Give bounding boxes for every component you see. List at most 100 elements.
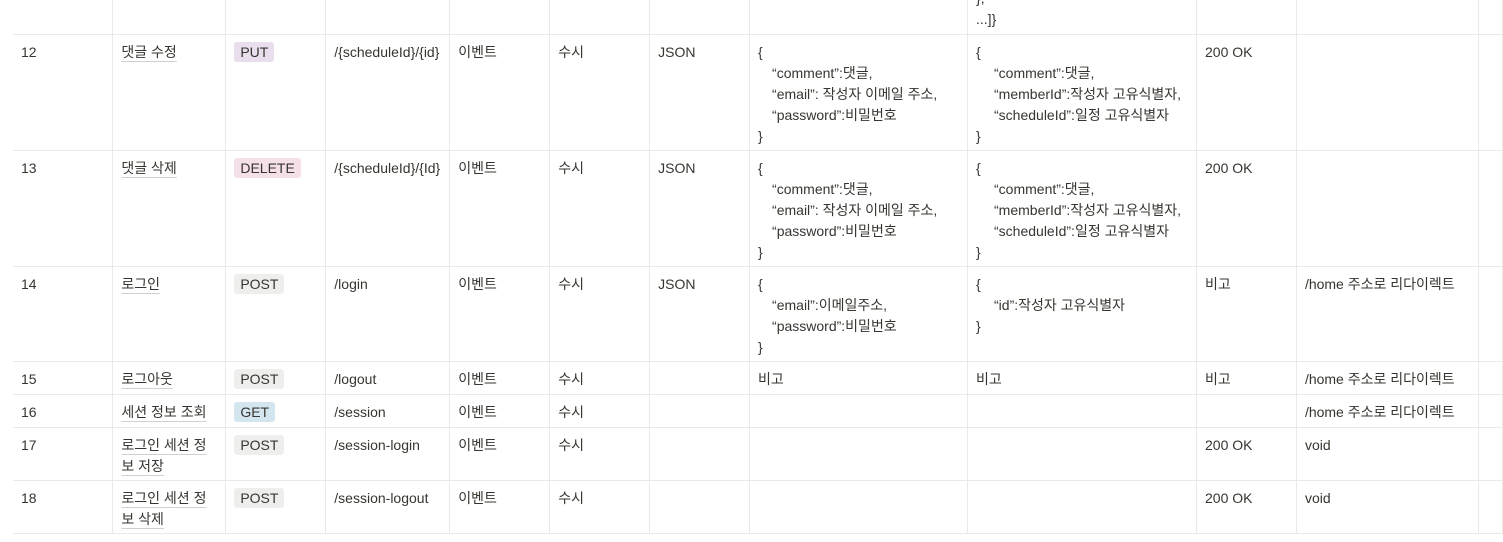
request-body-cell[interactable] [749,0,969,35]
table-row[interactable]: 16 세션 정보 조회 GET/session 이벤트 수시/home 주소로 리다이렉… [13,394,1503,428]
request-body-cell[interactable]: {“comment”:댓글, “email”: 작성자 이메일 주소, “passw… [749,34,969,151]
table-row[interactable]: 13 댓글 삭제 DELETE /{scheduleId}/{Id} 이벤트 수시 JSON… [13,150,1503,267]
url-cell[interactable]: /session-logout [325,480,451,534]
url-cell[interactable]: /{scheduleId}/{id} [325,34,451,151]
row-number-cell[interactable]: 17 [13,427,114,481]
table-row[interactable]: 12 댓글 수정 PUT /{scheduleId}/{id} 이벤트 수시 JSON {“c… [13,34,1503,151]
url-cell[interactable] [325,0,451,35]
note-cell[interactable]: void [1296,480,1479,534]
function-name-cell[interactable]: 세션 정보 조회 [112,394,227,428]
row-number-cell[interactable] [13,0,114,35]
frequency-cell[interactable] [549,0,651,35]
extra-column-cell[interactable] [1478,34,1503,151]
http-method-cell[interactable]: POST [225,427,327,481]
frequency-cell[interactable]: 수시 [549,34,651,151]
request-body-cell[interactable]: {“comment”:댓글, “email”: 작성자 이메일 주소, “passw… [749,150,969,267]
note-cell[interactable] [1296,150,1479,267]
format-cell[interactable]: JSON [649,266,751,362]
http-method-cell[interactable]: DELETE [225,150,327,267]
note-cell[interactable]: /home 주소로 리다이렉트 [1296,266,1479,362]
function-name-cell[interactable]: 로그인 세션 정보 저장 [112,427,227,481]
table-row[interactable]: },...]} [13,0,1503,35]
status-code-cell[interactable]: 200 OK [1196,150,1297,267]
http-method-cell[interactable] [225,0,327,35]
format-cell[interactable] [649,480,751,534]
row-number-cell[interactable]: 13 [13,150,114,267]
type-cell[interactable]: 이벤트 [449,394,551,428]
status-code-cell[interactable]: 비고 [1196,361,1297,395]
function-name-cell[interactable]: 로그인 [112,266,227,362]
response-body-cell[interactable]: {“comment”:댓글, “memberId”:작성자 고유식별자, “sche… [967,150,1197,267]
type-cell[interactable]: 이벤트 [449,34,551,151]
extra-column-cell[interactable] [1478,361,1503,395]
type-cell[interactable]: 이벤트 [449,361,551,395]
url-cell[interactable]: /session [325,394,451,428]
type-cell[interactable]: 이벤트 [449,266,551,362]
response-body-cell[interactable]: {“comment”:댓글, “memberId”:작성자 고유식별자, “sche… [967,34,1197,151]
request-body-cell[interactable] [749,427,969,481]
type-cell[interactable] [449,0,551,35]
url-cell[interactable]: /logout [325,361,451,395]
status-code-cell[interactable] [1196,394,1297,428]
url-cell[interactable]: /login [325,266,451,362]
extra-column-cell[interactable] [1478,150,1503,267]
response-body-cell[interactable]: 비고 [967,361,1197,395]
function-name-cell[interactable]: 로그인 세션 정보 삭제 [112,480,227,534]
frequency-cell[interactable]: 수시 [549,427,651,481]
status-code-cell[interactable]: 비고 [1196,266,1297,362]
function-name-cell[interactable]: 댓글 삭제 [112,150,227,267]
extra-column-cell[interactable] [1478,266,1503,362]
request-body-cell[interactable]: {“email”:이메일주소, “password”:비밀번호} [749,266,969,362]
format-cell[interactable] [649,427,751,481]
request-body-cell[interactable] [749,480,969,534]
note-cell[interactable]: /home 주소로 리다이렉트 [1296,361,1479,395]
function-name-cell[interactable]: 로그아웃 [112,361,227,395]
response-body-cell[interactable] [967,427,1197,481]
extra-column-cell[interactable] [1478,394,1503,428]
response-body-cell[interactable]: {“id”:작성자 고유식별자} [967,266,1197,362]
row-number-cell[interactable]: 16 [13,394,114,428]
note-cell[interactable]: void [1296,427,1479,481]
frequency-cell[interactable]: 수시 [549,394,651,428]
request-body-cell[interactable]: 비고 [749,361,969,395]
row-number-cell[interactable]: 12 [13,34,114,151]
frequency-cell[interactable]: 수시 [549,480,651,534]
http-method-cell[interactable]: POST [225,361,327,395]
frequency-cell[interactable]: 수시 [549,266,651,362]
format-cell[interactable] [649,394,751,428]
url-cell[interactable]: /session-login [325,427,451,481]
frequency-cell[interactable]: 수시 [549,150,651,267]
format-cell[interactable] [649,361,751,395]
frequency-cell[interactable]: 수시 [549,361,651,395]
http-method-cell[interactable]: POST [225,480,327,534]
extra-column-cell[interactable] [1478,427,1503,481]
type-cell[interactable]: 이벤트 [449,480,551,534]
extra-column-cell[interactable] [1478,0,1503,35]
extra-column-cell[interactable] [1478,480,1503,534]
http-method-cell[interactable]: GET [225,394,327,428]
note-cell[interactable] [1296,0,1479,35]
url-cell[interactable]: /{scheduleId}/{Id} [325,150,451,267]
status-code-cell[interactable]: 200 OK [1196,427,1297,481]
note-cell[interactable] [1296,34,1479,151]
status-code-cell[interactable]: 200 OK [1196,34,1297,151]
table-row[interactable]: 18 로그인 세션 정보 삭제 POST/session-logout 이벤트 수시 20… [13,480,1503,534]
row-number-cell[interactable]: 15 [13,361,114,395]
response-body-cell[interactable]: },...]} [967,0,1197,35]
row-number-cell[interactable]: 14 [13,266,114,362]
response-body-cell[interactable] [967,394,1197,428]
response-body-cell[interactable] [967,480,1197,534]
status-code-cell[interactable] [1196,0,1297,35]
table-row[interactable]: 17 로그인 세션 정보 저장 POST/session-login 이벤트 수시 200… [13,427,1503,481]
table-row[interactable]: 15 로그아웃 POST/logout 이벤트 수시 비고 비고 비고/home 주소로 리다… [13,361,1503,395]
status-code-cell[interactable]: 200 OK [1196,480,1297,534]
type-cell[interactable]: 이벤트 [449,150,551,267]
http-method-cell[interactable]: PUT [225,34,327,151]
note-cell[interactable]: /home 주소로 리다이렉트 [1296,394,1479,428]
table-row[interactable]: 14 로그인 POST/login 이벤트 수시 JSON {“email”:이메일주소, “… [13,266,1503,362]
type-cell[interactable]: 이벤트 [449,427,551,481]
function-name-cell[interactable] [112,0,227,35]
format-cell[interactable]: JSON [649,34,751,151]
format-cell[interactable]: JSON [649,150,751,267]
request-body-cell[interactable] [749,394,969,428]
